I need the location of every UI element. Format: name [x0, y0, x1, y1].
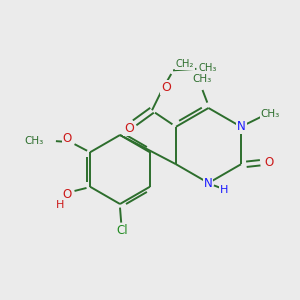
- Text: H: H: [220, 184, 228, 195]
- Text: CH₃: CH₃: [25, 136, 44, 146]
- Text: N: N: [203, 177, 212, 190]
- Text: O: O: [161, 81, 171, 94]
- Text: CH₃: CH₃: [260, 109, 280, 119]
- Text: N: N: [237, 120, 246, 133]
- Text: Cl: Cl: [116, 224, 128, 238]
- Text: CH₃: CH₃: [199, 63, 217, 73]
- Text: CH₂: CH₂: [176, 59, 194, 69]
- Text: O: O: [63, 132, 72, 145]
- Text: O: O: [265, 156, 274, 169]
- Text: O: O: [62, 188, 71, 201]
- Text: O: O: [124, 122, 134, 135]
- Text: H: H: [56, 200, 64, 210]
- Text: CH₃: CH₃: [192, 74, 212, 84]
